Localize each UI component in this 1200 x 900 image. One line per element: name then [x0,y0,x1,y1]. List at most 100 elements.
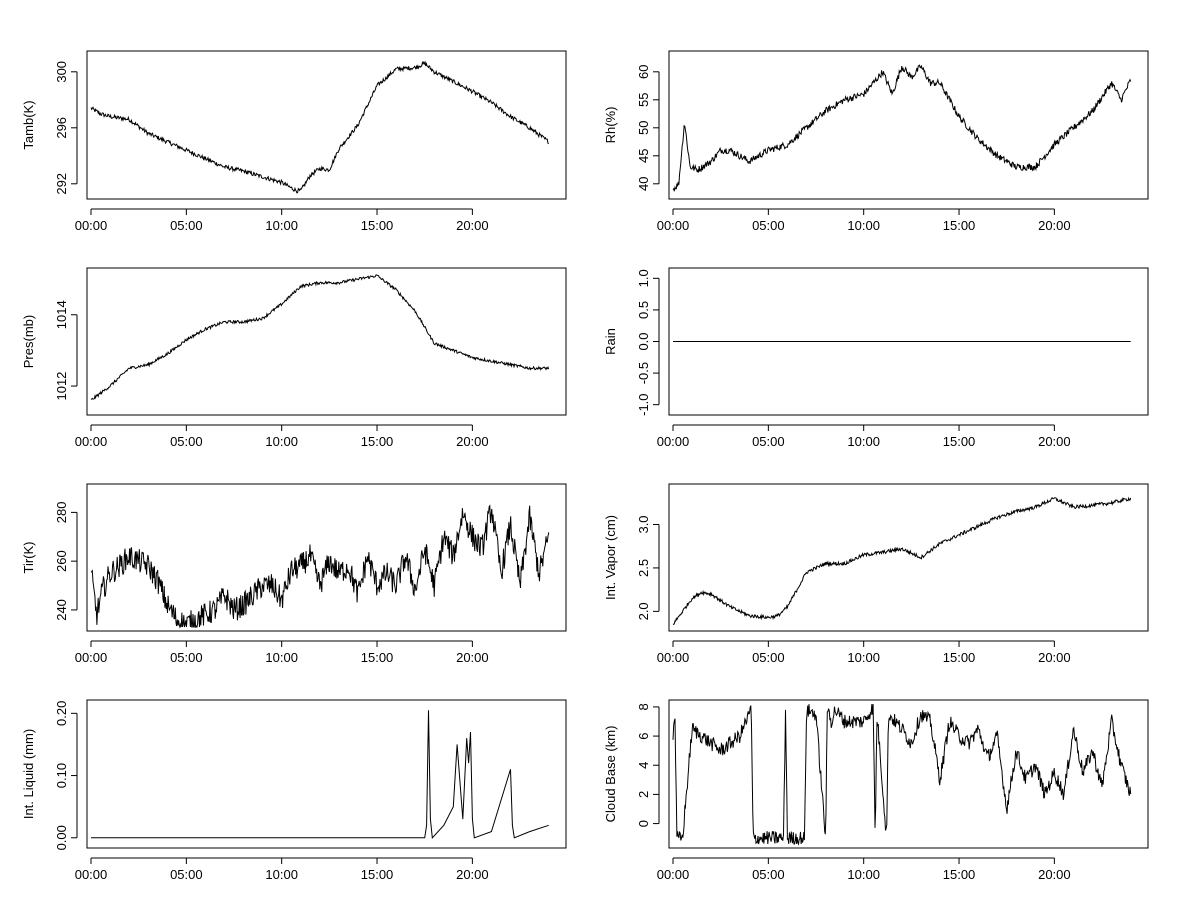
panel-4: 00:00 05:00 10:00 15:00 20:00 -1.0 -0.5 0.0 0.5 1… [603,267,1149,449]
series-line [90,60,549,194]
x-tick-label: 00:00 [657,650,690,665]
x-tick-label: 00:00 [75,650,108,665]
x-tick-label: 15:00 [361,218,394,233]
plot-frame [86,699,567,849]
x-tick-label: 20:00 [456,867,489,882]
x-tick-label: 00:00 [657,867,690,882]
x-tick-label: 20:00 [1038,650,1071,665]
y-axis-label: Int. Liquid (mm) [21,729,36,819]
series-line [90,274,550,400]
y-tick-label: 60 [636,65,651,79]
y-tick-label: 2 [636,791,651,798]
x-tick-label: 05:00 [752,650,785,665]
y-tick-label: 3.0 [636,515,651,533]
series-line [91,710,549,839]
panel-6: 00:00 05:00 10:00 15:00 20:00 2.0 2.5 3.0 Int. V… [603,483,1149,665]
y-tick-label: 260 [54,550,69,572]
x-tick-label: 15:00 [943,867,976,882]
y-tick-label: 40 [636,177,651,191]
x-tick-label: 15:00 [943,218,976,233]
y-tick-label: -1.0 [636,393,651,415]
y-tick-label: 300 [54,61,69,83]
panel-7: 00:00 05:00 10:00 15:00 20:00 0.00 0.10 0.20 Int… [21,699,567,882]
y-tick-label: 296 [54,117,69,139]
x-tick-label: 05:00 [170,218,203,233]
x-tick-label: 00:00 [75,434,108,449]
plot-frame [668,483,1149,632]
x-tick-label: 00:00 [75,867,108,882]
x-tick-label: 10:00 [847,650,880,665]
x-tick-label: 15:00 [943,434,976,449]
series-line [672,64,1132,192]
x-tick-label: 15:00 [943,650,976,665]
y-tick-label: 2.0 [636,602,651,620]
x-tick-label: 05:00 [170,650,203,665]
y-tick-label: 50 [636,121,651,135]
y-tick-label: 292 [54,173,69,195]
x-tick-label: 00:00 [75,218,108,233]
x-tick-label: 10:00 [847,218,880,233]
y-axis-label: Tir(K) [21,541,36,573]
x-tick-label: 00:00 [657,218,690,233]
panel-5: 00:00 05:00 10:00 15:00 20:00 240 260 280 Tir(K) [21,483,567,665]
panel-8: 00:00 05:00 10:00 15:00 20:00 0 2 4 6 8 Cloud Base… [603,699,1149,882]
plot-frame [668,699,1149,849]
y-tick-label: 0.0 [636,332,651,350]
x-tick-label: 20:00 [456,650,489,665]
y-tick-label: 4 [636,762,651,769]
y-axis-label: Tamb(K) [21,100,36,149]
panel-1: 00:00 05:00 10:00 15:00 20:00 292 296 300 Tamb(K… [21,50,567,233]
y-tick-label: 45 [636,149,651,163]
x-tick-label: 10:00 [265,434,298,449]
y-tick-label: -0.5 [636,362,651,384]
x-tick-label: 20:00 [1038,867,1071,882]
x-tick-label: 05:00 [170,867,203,882]
panel-2: 00:00 05:00 10:00 15:00 20:00 40 45 50 55 60 Rh(%) [603,50,1149,233]
x-tick-label: 05:00 [170,434,203,449]
x-tick-label: 20:00 [1038,218,1071,233]
plot-frame [86,50,567,200]
plot-frame [668,267,1149,416]
series-line [672,496,1132,625]
y-tick-label: 1012 [54,372,69,401]
y-tick-label: 240 [54,599,69,621]
x-tick-label: 05:00 [752,867,785,882]
series-line [90,504,550,629]
y-tick-label: 0.10 [54,763,69,788]
y-tick-label: 2.5 [636,559,651,577]
x-tick-label: 15:00 [361,650,394,665]
y-tick-label: 0.5 [636,301,651,319]
y-axis-label: Pres(mb) [21,315,36,368]
x-tick-label: 20:00 [456,434,489,449]
x-tick-label: 10:00 [265,650,298,665]
y-axis-label: Rh(%) [603,107,618,144]
plot-frame [668,50,1149,200]
y-tick-label: 0.00 [54,825,69,850]
x-tick-label: 10:00 [265,867,298,882]
x-tick-label: 20:00 [1038,434,1071,449]
y-axis-label: Cloud Base (km) [603,726,618,823]
panel-3: 00:00 05:00 10:00 15:00 20:00 1012 1014 Pres(mb… [21,267,567,449]
x-tick-label: 10:00 [265,218,298,233]
x-tick-label: 20:00 [456,218,489,233]
series-line [672,703,1132,846]
y-axis-label: Int. Vapor (cm) [603,515,618,600]
plot-frame [86,483,567,632]
y-axis-label: Rain [603,328,618,355]
y-tick-label: 1014 [54,300,69,329]
x-tick-label: 00:00 [657,434,690,449]
y-tick-label: 8 [636,703,651,710]
x-tick-label: 05:00 [752,434,785,449]
x-tick-label: 10:00 [847,867,880,882]
x-tick-label: 15:00 [361,434,394,449]
x-tick-label: 10:00 [847,434,880,449]
y-tick-label: 55 [636,93,651,107]
plot-frame [86,267,567,416]
y-tick-label: 0 [636,820,651,827]
y-tick-label: 280 [54,502,69,524]
x-tick-label: 15:00 [361,867,394,882]
y-tick-label: 6 [636,732,651,739]
y-tick-label: 1.0 [636,269,651,287]
x-tick-label: 05:00 [752,218,785,233]
